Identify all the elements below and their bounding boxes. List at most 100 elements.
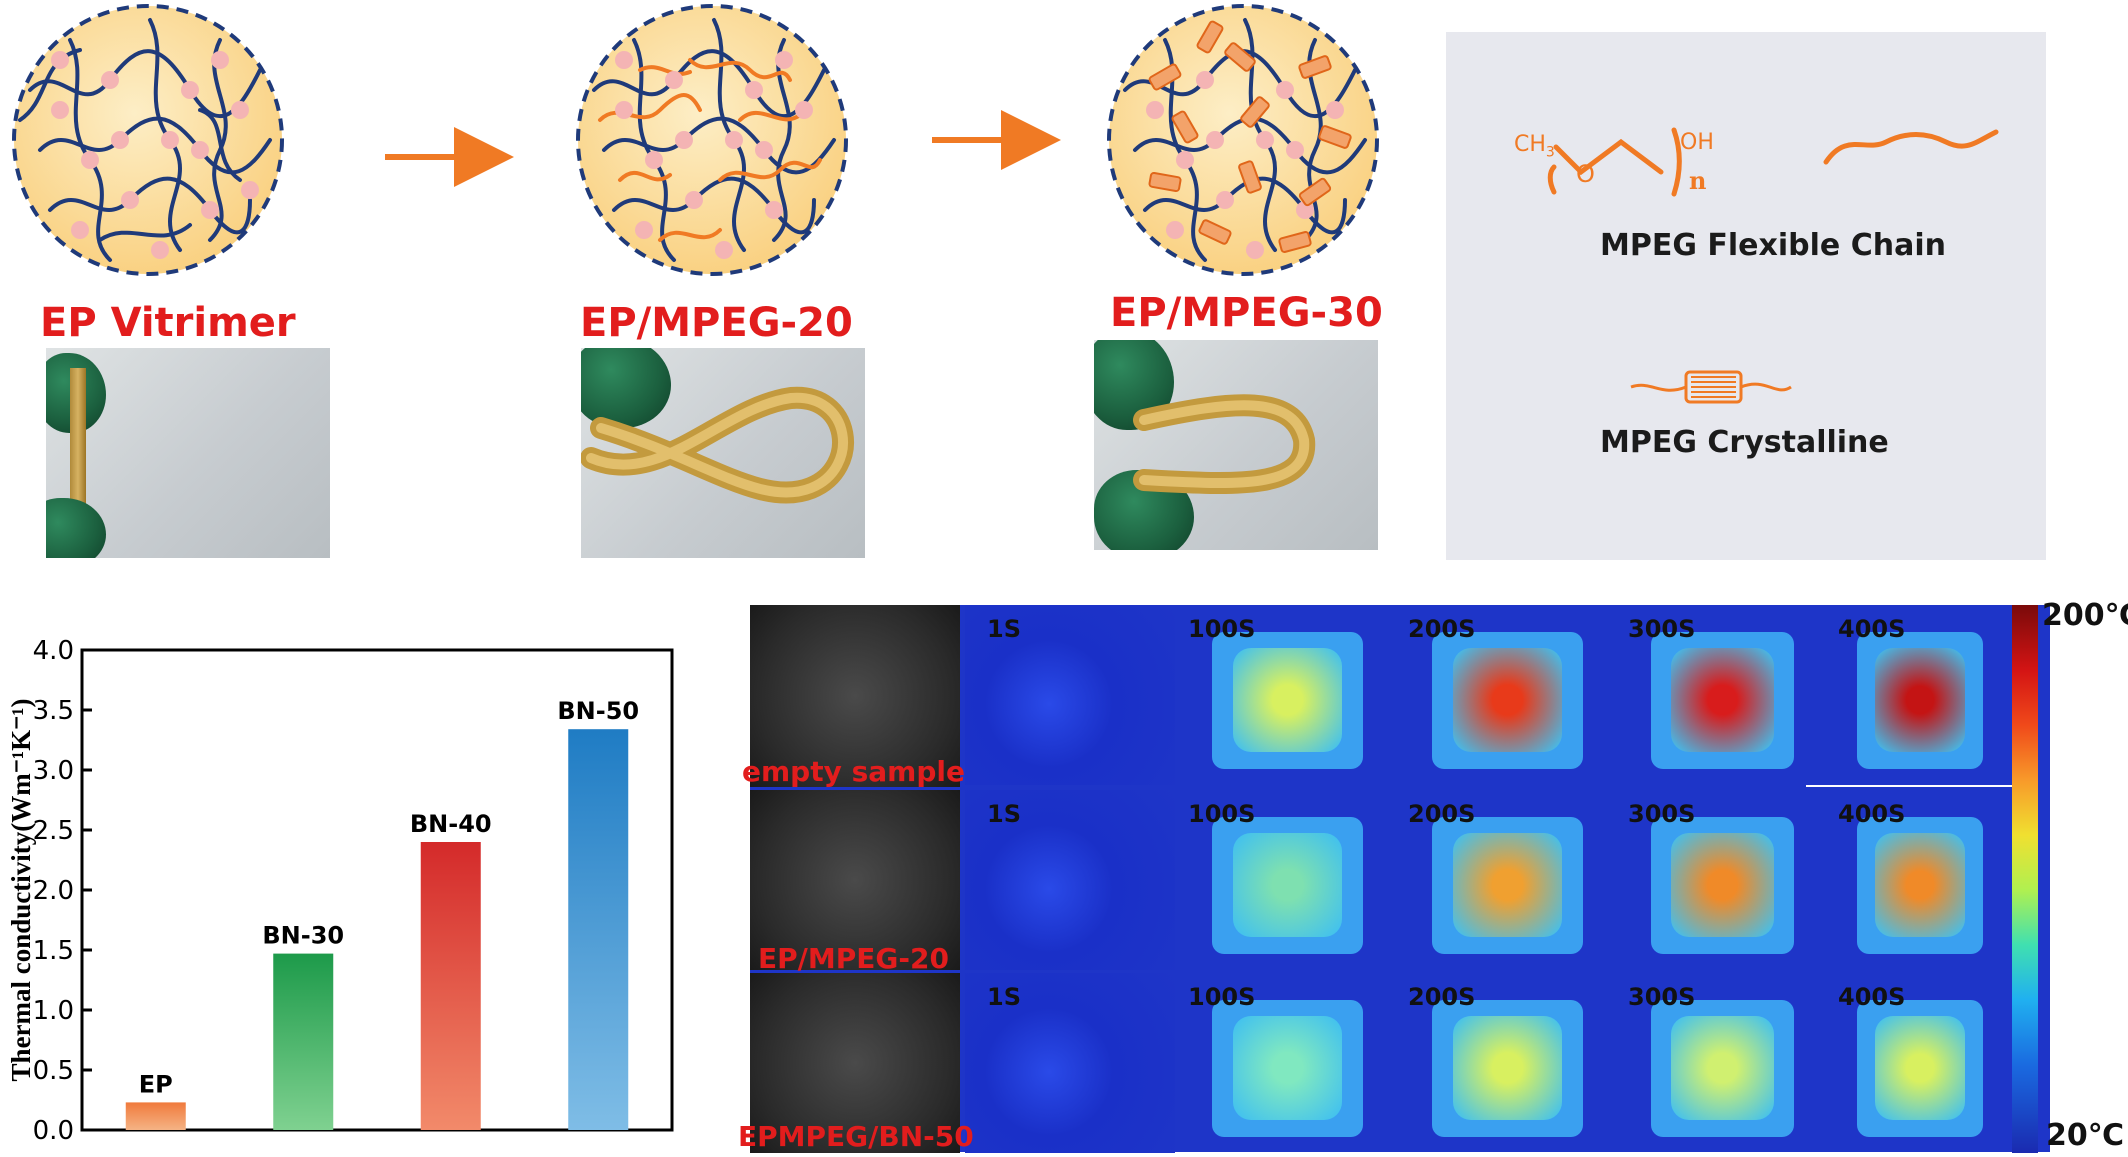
- bent-strip: [1133, 394, 1316, 494]
- thermal-conductivity-chart: 0.0 0.5 1.0 1.5 2.0 2.5 3.0 3.5 4.0 Thermal condu…: [6, 636, 674, 1146]
- time-label: 1S: [987, 983, 1021, 1011]
- legend-crystalline: MPEG Crystalline: [1600, 425, 1889, 460]
- y-tick-label: 3.0: [33, 756, 74, 786]
- heat-core: [1233, 648, 1342, 753]
- photo-ep-vitrimer: [46, 348, 330, 558]
- formula-ch3: CH3: [1514, 132, 1555, 160]
- bar-bn-50: [568, 729, 629, 1130]
- formula-n: n: [1689, 166, 1707, 195]
- time-label: 100S: [1188, 800, 1256, 828]
- network-diagrams: [12, 4, 1379, 276]
- bent-strip: [581, 386, 854, 504]
- led-photo-epmpeg-bn-50: [750, 973, 960, 1153]
- row-label-empty-sample: empty sample: [742, 755, 965, 788]
- thermal-cell: 1S: [965, 790, 1175, 970]
- bar-ep: [125, 1102, 186, 1130]
- led-photo-empty: [750, 605, 960, 787]
- led-heat-spot: [1212, 817, 1363, 954]
- sphere-ep-mpeg-30: [1107, 4, 1379, 276]
- heat-core: [1874, 648, 1966, 753]
- time-label: 200S: [1408, 800, 1476, 828]
- thermal-cell: 1S: [965, 973, 1175, 1153]
- thermal-cell: 100S: [1180, 605, 1395, 785]
- time-label: 300S: [1628, 983, 1696, 1011]
- row-label-ep-mpeg-20: EP/MPEG-20: [758, 942, 949, 975]
- thermal-cell: 300S: [1620, 790, 1825, 970]
- sphere-ep-vitrimer: [12, 4, 284, 276]
- led-heat-spot: [1650, 1000, 1795, 1137]
- thermal-cell: 400S: [1830, 790, 2010, 970]
- led-photo-ep-mpeg-20: [750, 790, 960, 970]
- y-tick-label: 3.5: [33, 696, 74, 726]
- heat-core: [1233, 1016, 1342, 1121]
- photo-ep-mpeg-30: [1094, 340, 1378, 550]
- time-label: 300S: [1628, 800, 1696, 828]
- y-tick-label: 2.0: [33, 876, 74, 906]
- heat-core: [1453, 833, 1562, 938]
- bar-bn-30: [273, 953, 334, 1130]
- thermal-cell: 300S: [1620, 605, 1825, 785]
- crystalline-icon: [1630, 370, 1792, 404]
- thermal-cell: 1S: [965, 605, 1175, 785]
- time-label: 100S: [1188, 983, 1256, 1011]
- thermal-cell: 400S: [1830, 973, 2010, 1153]
- scale-min-label: 20℃: [2046, 1118, 2125, 1153]
- y-tick-label: 2.5: [33, 816, 74, 846]
- led-heat-spot: [1432, 632, 1583, 769]
- thermal-cell: 200S: [1400, 605, 1615, 785]
- y-tick-label: 0.0: [33, 1116, 74, 1146]
- time-label: 400S: [1838, 800, 1906, 828]
- bar-label: BN-30: [262, 922, 344, 950]
- y-axis-label: Thermal conductivity(Wm⁻¹K⁻¹): [6, 699, 36, 1082]
- y-tick-label: 4.0: [33, 636, 74, 666]
- time-label: 200S: [1408, 983, 1476, 1011]
- heat-core: [1874, 833, 1966, 938]
- row-separator: [1806, 785, 2016, 787]
- time-label: 300S: [1628, 615, 1696, 643]
- time-label: 400S: [1838, 983, 1906, 1011]
- formula-sub-3: 3: [1545, 144, 1555, 161]
- y-tick-label: 0.5: [33, 1056, 74, 1086]
- thermal-cell: 100S: [1180, 790, 1395, 970]
- time-label: 400S: [1838, 615, 1906, 643]
- thermal-cell: 300S: [1620, 973, 1825, 1153]
- heat-core: [1670, 833, 1775, 938]
- time-label: 1S: [987, 615, 1021, 643]
- color-scale-bar: [2012, 605, 2038, 1153]
- led-heat-spot: [1432, 817, 1583, 954]
- thermal-cell: 200S: [1400, 973, 1615, 1153]
- heat-core: [1453, 1016, 1562, 1121]
- heat-core: [1670, 1016, 1775, 1121]
- led-heat-spot: [1650, 632, 1795, 769]
- formula-oh: OH: [1680, 130, 1714, 155]
- photo-ep-mpeg-20: [581, 348, 865, 558]
- mpeg-formula-diagram: [1547, 127, 1999, 404]
- bar-label: EP: [139, 1070, 173, 1098]
- time-label: 100S: [1188, 615, 1256, 643]
- y-tick-label: 1.0: [33, 996, 74, 1026]
- heat-core: [1233, 833, 1342, 938]
- row-label-epmpeg-bn-50: EPMPEG/BN-50: [738, 1120, 974, 1153]
- thermal-cell: 200S: [1400, 790, 1615, 970]
- led-heat-spot: [1857, 817, 1983, 954]
- sphere-ep-mpeg-20: [576, 4, 848, 276]
- time-label: 200S: [1408, 615, 1476, 643]
- thermal-cell: 400S: [1830, 605, 2010, 785]
- legend-flexible-chain: MPEG Flexible Chain: [1600, 228, 1946, 263]
- time-label: 1S: [987, 800, 1021, 828]
- led-heat-spot: [1432, 1000, 1583, 1137]
- glove: [581, 348, 671, 428]
- led-heat-spot: [1857, 1000, 1983, 1137]
- bar-label: BN-50: [557, 697, 639, 725]
- stage-title-ep-mpeg-20: EP/MPEG-20: [580, 300, 853, 346]
- heat-core: [1453, 648, 1562, 753]
- mpeg-legend-box: [1446, 32, 2046, 560]
- bar-label: BN-40: [410, 810, 492, 838]
- scale-max-label: 200℃: [2042, 598, 2128, 633]
- stage-title-ep-mpeg-30: EP/MPEG-30: [1110, 290, 1383, 336]
- glove: [46, 498, 106, 558]
- thermal-cell: 100S: [1180, 973, 1395, 1153]
- led-heat-spot: [1650, 817, 1795, 954]
- stage-title-ep-vitrimer: EP Vitrimer: [40, 300, 296, 346]
- heat-core: [1874, 1016, 1966, 1121]
